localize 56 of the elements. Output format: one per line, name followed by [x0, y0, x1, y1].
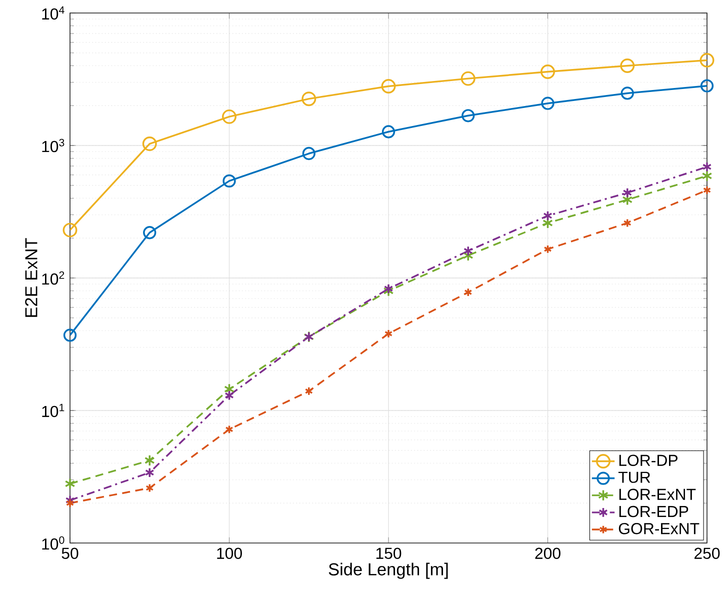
point: [464, 288, 472, 297]
point: [540, 64, 555, 80]
point: [224, 383, 234, 396]
point: [620, 58, 635, 73]
point: [63, 328, 77, 342]
point: [384, 283, 394, 294]
point: [541, 96, 554, 110]
x-tick-label: 250: [694, 548, 720, 559]
point: [222, 174, 236, 188]
point: [702, 162, 712, 172]
point: [622, 194, 633, 206]
point: [702, 186, 712, 195]
point: [302, 146, 316, 160]
legend-label: LOR-ExNT: [619, 488, 696, 500]
y-tick-label: 10$^{3}$: [42, 138, 64, 152]
point: [62, 222, 78, 238]
point: [623, 218, 632, 228]
y-tick-label: 10$^{1}$: [42, 404, 64, 418]
legend-label: GOR-ExNT: [618, 522, 700, 534]
point: [700, 79, 714, 92]
point: [225, 424, 234, 434]
point: [144, 454, 155, 466]
point: [304, 386, 313, 396]
point: [543, 210, 552, 221]
point: [143, 226, 156, 240]
point: [544, 244, 552, 254]
point: [381, 79, 396, 94]
y-tick-label: 10$^{2}$: [42, 271, 64, 285]
point: [462, 109, 475, 122]
point: [460, 71, 476, 86]
point: [146, 483, 154, 493]
point: [66, 498, 74, 508]
point: [144, 467, 154, 478]
y-axis-title: E2E ExNT: [25, 238, 38, 317]
point: [384, 329, 393, 338]
y-tick-label: 10$^{4}$: [42, 6, 64, 20]
point: [302, 92, 316, 106]
legend-label: LOR-DP: [619, 454, 678, 466]
legend-label: TUR: [618, 472, 650, 483]
x-tick-label: 150: [376, 548, 402, 559]
point: [64, 478, 76, 490]
point: [622, 187, 632, 198]
legend-label: LOR-EDP: [619, 506, 688, 518]
point: [224, 390, 234, 401]
x-tick-label: 50: [62, 548, 78, 559]
point: [542, 217, 553, 229]
point: [463, 246, 473, 256]
point: [382, 125, 396, 138]
x-tick-label: 200: [535, 548, 560, 559]
point: [222, 109, 236, 124]
point: [142, 136, 157, 152]
x-tick-label: 100: [217, 548, 242, 559]
x-axis-title: Side Length [m]: [328, 562, 448, 579]
point: [702, 170, 712, 182]
point: [620, 86, 634, 100]
point: [700, 52, 714, 68]
